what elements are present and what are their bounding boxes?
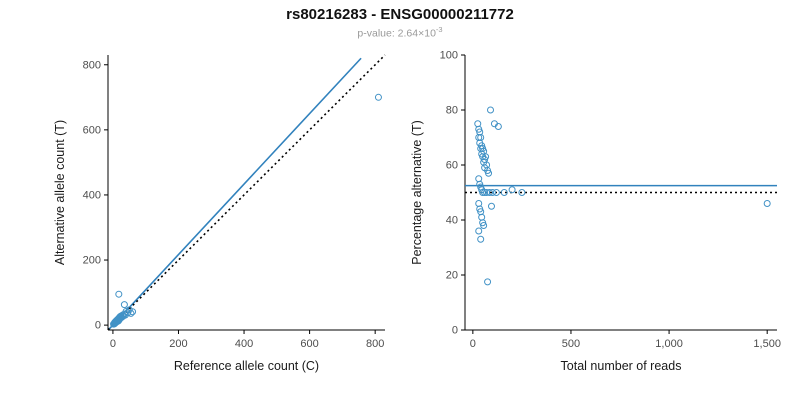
x-axis-label: Reference allele count (C) xyxy=(174,359,319,373)
fit-line xyxy=(108,57,362,330)
y-tick-label: 200 xyxy=(83,255,101,267)
x-tick-label: 600 xyxy=(300,338,318,350)
x-tick-label: 500 xyxy=(562,338,580,350)
x-tick-label: 1,000 xyxy=(655,338,683,350)
y-tick-label: 40 xyxy=(446,215,458,227)
y-tick-label: 60 xyxy=(446,160,458,172)
x-axis: 0 200 400 600 800 xyxy=(108,329,385,350)
y-tick-label: 100 xyxy=(440,50,458,62)
x-tick-label: 0 xyxy=(110,338,116,350)
y-tick-label: 0 xyxy=(95,320,101,332)
data-points xyxy=(110,93,382,328)
x-tick-label: 0 xyxy=(470,338,476,350)
pvalue-exponent: -3 xyxy=(435,25,443,34)
right-scatter-plot: 0 500 1,000 1,500 0 20 40 60 80 100 Total number o… xyxy=(410,50,781,374)
y-axis: 0 20 40 60 80 100 xyxy=(440,50,466,337)
identity-line xyxy=(108,54,386,330)
chart-subtitle: p-value: 2.64×10-3 xyxy=(0,25,800,40)
data-points xyxy=(474,106,771,286)
y-axis: 0 200 400 600 800 xyxy=(83,55,109,332)
y-tick-label: 800 xyxy=(83,59,101,71)
x-tick-label: 1,500 xyxy=(753,338,781,350)
x-axis-label: Total number of reads xyxy=(561,359,682,373)
y-tick-label: 80 xyxy=(446,105,458,117)
x-axis: 0 500 1,000 1,500 xyxy=(465,329,781,350)
y-axis-label: Alternative allele count (T) xyxy=(53,120,67,265)
chart-title: rs80216283 - ENSG00000211772 xyxy=(286,6,514,23)
y-axis-label: Percentage alternative (T) xyxy=(410,120,424,265)
y-tick-label: 600 xyxy=(83,124,101,136)
pvalue-text: p-value: 2.64×10 xyxy=(357,27,436,40)
x-tick-label: 800 xyxy=(366,338,384,350)
y-tick-label: 20 xyxy=(446,270,458,282)
left-scatter-plot: 0 200 400 600 800 0 200 400 600 800 Reference alle… xyxy=(53,54,386,373)
y-tick-label: 400 xyxy=(83,189,101,201)
y-tick-label: 0 xyxy=(452,325,458,337)
x-tick-label: 200 xyxy=(169,338,187,350)
x-tick-label: 400 xyxy=(235,338,253,350)
